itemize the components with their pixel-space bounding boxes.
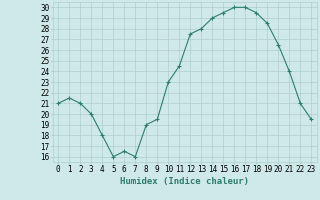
X-axis label: Humidex (Indice chaleur): Humidex (Indice chaleur) [120,177,249,186]
